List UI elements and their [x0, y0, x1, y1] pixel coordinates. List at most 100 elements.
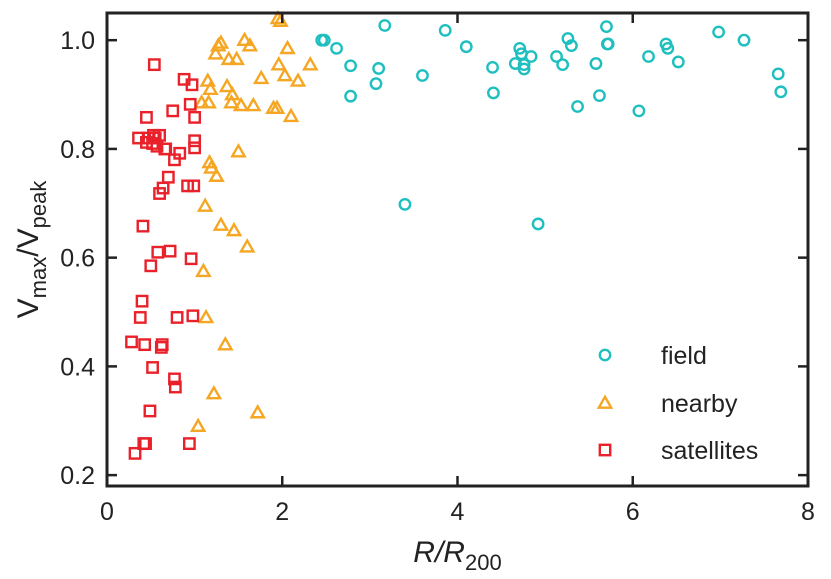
- nearby-point: [223, 94, 240, 109]
- field-point: [438, 23, 452, 37]
- x-axis-label-main: R/R: [413, 536, 465, 569]
- nearby-point: [224, 85, 241, 101]
- y-tick-label: 0.2: [60, 462, 95, 490]
- satellites-point: [144, 259, 158, 273]
- field-point: [369, 77, 383, 91]
- legend-satellites-label: satellites: [661, 437, 758, 465]
- satellites-point: [186, 309, 200, 323]
- field-point: [517, 62, 531, 76]
- legend-item-nearby: nearby: [596, 390, 738, 418]
- field-point: [589, 57, 603, 70]
- series-field: [315, 19, 788, 231]
- nearby-point: [268, 99, 286, 114]
- legend-nearby-label: nearby: [661, 390, 738, 418]
- field-point: [344, 59, 357, 73]
- nearby-point: [218, 77, 236, 93]
- nearby-point: [217, 336, 234, 351]
- x-axis-label: R/R200: [413, 536, 501, 575]
- legend-field-label: field: [661, 342, 707, 370]
- satellites-point: [136, 219, 150, 233]
- y-axis-label-main2: V: [12, 228, 45, 248]
- nearby-point: [279, 39, 296, 55]
- nearby-point: [195, 262, 212, 278]
- legend-item-field: field: [598, 342, 707, 370]
- nearby-point: [289, 72, 307, 87]
- satellites-point: [146, 361, 159, 374]
- x-axis-label-sub: 200: [465, 550, 502, 575]
- satellites-point: [163, 244, 177, 258]
- field-point: [571, 100, 584, 113]
- satellites-point: [138, 338, 152, 352]
- nearby-point: [302, 56, 319, 71]
- field-point: [556, 58, 570, 72]
- legend-satellites-marker: [598, 443, 612, 457]
- nearby-point: [208, 167, 225, 182]
- y-axis-label-slash: /: [12, 248, 45, 257]
- nearby-point: [189, 417, 207, 433]
- field-point: [378, 19, 392, 32]
- nearby-point: [252, 69, 270, 85]
- satellites-point: [182, 437, 196, 450]
- field-point: [344, 89, 357, 103]
- field-point: [508, 57, 522, 70]
- x-tick-label: 4: [451, 498, 465, 526]
- satellites-point: [161, 170, 175, 184]
- nearby-point: [197, 308, 215, 324]
- satellites-point: [140, 110, 153, 124]
- field-point: [517, 58, 531, 72]
- satellites-point: [188, 141, 202, 155]
- satellites-point: [184, 252, 198, 266]
- nearby-point: [212, 216, 230, 231]
- x-tick-label: 8: [801, 498, 815, 526]
- field-point: [487, 86, 500, 100]
- satellites-point: [185, 78, 199, 92]
- x-tick-label: 2: [275, 498, 289, 526]
- satellites-point: [125, 335, 138, 349]
- nearby-point: [245, 96, 262, 112]
- field-point: [632, 104, 646, 118]
- satellites-point: [155, 338, 169, 352]
- y-axis-label-sub2: peak: [26, 180, 51, 229]
- nearby-point: [276, 66, 294, 82]
- legend-nearby-marker: [596, 394, 614, 409]
- satellites-point: [166, 104, 180, 118]
- satellites-point: [188, 134, 202, 148]
- field-point: [486, 60, 499, 74]
- field-point: [459, 40, 473, 54]
- nearby-point: [228, 50, 245, 66]
- nearby-point: [236, 31, 253, 47]
- nearby-point: [238, 238, 256, 253]
- satellites-point: [188, 110, 202, 124]
- field-point: [416, 69, 429, 82]
- field-point: [601, 37, 615, 51]
- y-tick-label: 0.6: [60, 245, 95, 273]
- nearby-point: [230, 143, 247, 158]
- nearby-point: [249, 403, 266, 419]
- field-point: [550, 50, 563, 63]
- satellites-point: [139, 437, 152, 450]
- y-tick-label: 0.8: [60, 136, 95, 164]
- nearby-point: [220, 50, 238, 66]
- field-point: [561, 32, 575, 45]
- legend-field-marker: [598, 348, 612, 362]
- y-axis-label-sub1: max: [26, 257, 51, 299]
- field-point: [737, 33, 751, 47]
- nearby-point: [232, 96, 250, 112]
- field-point: [398, 197, 412, 211]
- nearby-point: [207, 45, 224, 60]
- satellites-point: [187, 179, 201, 193]
- field-point: [330, 41, 343, 55]
- field-point: [524, 50, 538, 63]
- series-nearby: [189, 9, 319, 433]
- y-tick-label: 0.4: [60, 353, 95, 381]
- series-satellites: [125, 58, 202, 460]
- satellites-point: [170, 311, 184, 324]
- satellites-point: [168, 380, 182, 394]
- satellites-point: [168, 372, 181, 386]
- field-point: [565, 39, 578, 53]
- field-point: [661, 41, 675, 55]
- satellites-point: [151, 245, 165, 259]
- field-point: [372, 62, 386, 75]
- nearby-point: [200, 94, 217, 109]
